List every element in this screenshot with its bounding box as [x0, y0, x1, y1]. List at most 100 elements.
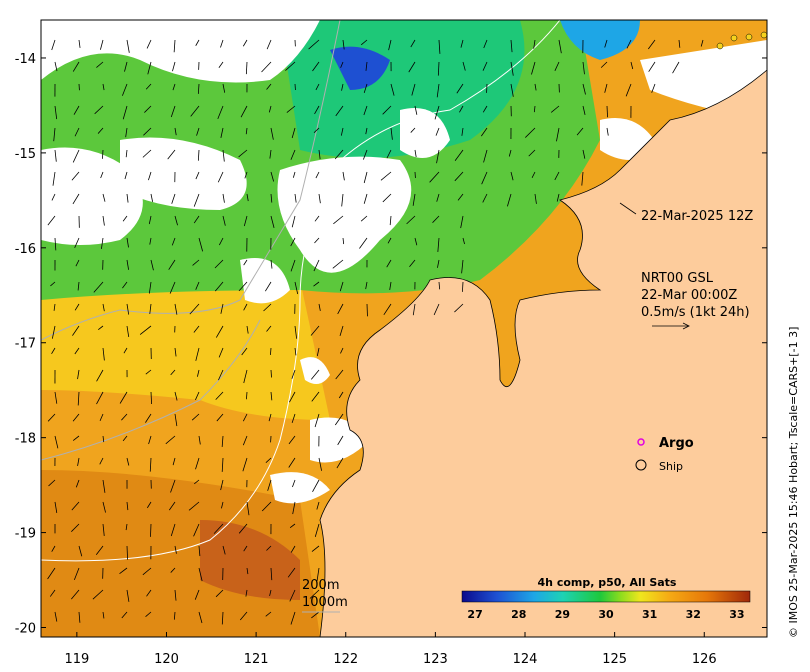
current-vector	[100, 39, 104, 50]
current-vector	[340, 347, 344, 354]
current-vector	[310, 325, 320, 336]
current-vector	[340, 61, 344, 68]
current-vector	[342, 39, 345, 50]
current-vector	[169, 281, 176, 294]
current-vector	[438, 39, 441, 54]
latitude-axis: -14 -15 -16 -17 -18 -19 -20	[15, 52, 767, 637]
current-vector	[382, 105, 392, 115]
current-vector	[318, 303, 321, 311]
current-vector	[483, 149, 488, 163]
current-vector	[222, 545, 226, 555]
current-vector	[122, 435, 128, 442]
current-vector	[218, 369, 224, 381]
current-vector	[102, 435, 105, 443]
current-vector	[221, 435, 224, 447]
current-vector	[72, 413, 80, 422]
current-vector	[334, 149, 344, 160]
current-vector	[294, 281, 299, 295]
current-vector	[245, 61, 248, 75]
current-vector	[72, 193, 80, 205]
current-vector	[309, 589, 320, 599]
current-vector	[198, 611, 203, 624]
current-vector	[193, 523, 200, 537]
current-vector	[220, 39, 224, 48]
current-vector	[626, 39, 632, 49]
current-vector	[483, 39, 488, 49]
legend-vector-scale: 0.5m/s (1kt 24h)	[641, 305, 750, 320]
lon-tick-label: 126	[692, 652, 717, 667]
current-vector	[342, 237, 345, 245]
current-vector	[437, 259, 440, 268]
current-vector	[460, 39, 464, 48]
lat-tick-label: -14	[15, 52, 36, 67]
current-vector	[265, 281, 272, 292]
current-vector	[412, 303, 416, 316]
sst-cold-patch-2	[560, 20, 640, 60]
current-vector	[198, 237, 204, 252]
current-vector	[54, 391, 58, 404]
current-vector	[74, 303, 80, 311]
current-vector	[214, 259, 224, 269]
current-vector	[318, 457, 322, 471]
current-vector	[102, 83, 105, 91]
current-vector	[198, 435, 201, 445]
credit-text: © IMOS 25-Mar-2025 15:46 Hobart; Tscale=…	[787, 327, 800, 638]
lat-tick-label: -16	[15, 242, 36, 257]
current-vector	[174, 545, 177, 554]
current-vector	[386, 149, 392, 159]
current-vector	[72, 435, 80, 441]
current-vector	[54, 237, 57, 251]
current-vector	[389, 281, 392, 290]
current-vector	[414, 105, 418, 115]
current-vector	[168, 501, 176, 511]
current-vector	[73, 567, 80, 581]
timestamp-label: 22-Mar-2025 12Z	[641, 209, 753, 224]
current-vector	[360, 39, 368, 46]
current-vector	[72, 61, 80, 72]
current-vector	[77, 281, 80, 291]
current-vector	[390, 83, 395, 96]
current-vector	[291, 369, 296, 379]
lon-tick-label: 120	[154, 652, 179, 667]
lon-tick-label: 119	[64, 652, 89, 667]
current-vector	[389, 215, 392, 226]
current-vector	[245, 589, 248, 597]
current-vector	[408, 61, 416, 73]
current-vector	[195, 281, 200, 290]
current-vector	[51, 325, 56, 339]
current-vector	[291, 215, 296, 228]
current-vector	[243, 545, 248, 552]
current-vector	[460, 215, 464, 229]
current-vector	[170, 567, 176, 573]
current-vector	[270, 127, 274, 140]
current-vector	[436, 193, 440, 202]
current-vector	[93, 281, 104, 293]
current-vector	[510, 171, 514, 181]
current-vector	[292, 171, 296, 178]
current-vector	[242, 435, 248, 446]
current-vector	[314, 237, 320, 244]
current-vector	[534, 83, 537, 91]
current-vector	[582, 149, 586, 159]
current-vector	[102, 347, 105, 361]
current-vector	[481, 171, 488, 185]
current-vector	[294, 193, 297, 203]
current-vector	[270, 369, 272, 378]
colorbar-title: 4h comp, p50, All Sats	[538, 576, 677, 589]
current-vector	[462, 281, 464, 292]
current-vector	[334, 413, 344, 426]
current-vector	[242, 39, 248, 47]
current-vector	[214, 281, 224, 292]
current-vector	[147, 61, 152, 75]
current-vector	[314, 523, 320, 538]
current-vector	[150, 193, 154, 202]
current-vector	[192, 259, 200, 266]
current-vector	[145, 413, 152, 423]
current-vector	[630, 61, 634, 70]
current-vector	[651, 83, 656, 93]
current-vector	[315, 171, 320, 179]
current-vector	[215, 589, 224, 598]
current-vector	[195, 391, 200, 401]
current-vector	[150, 391, 152, 405]
current-vector	[340, 127, 344, 136]
